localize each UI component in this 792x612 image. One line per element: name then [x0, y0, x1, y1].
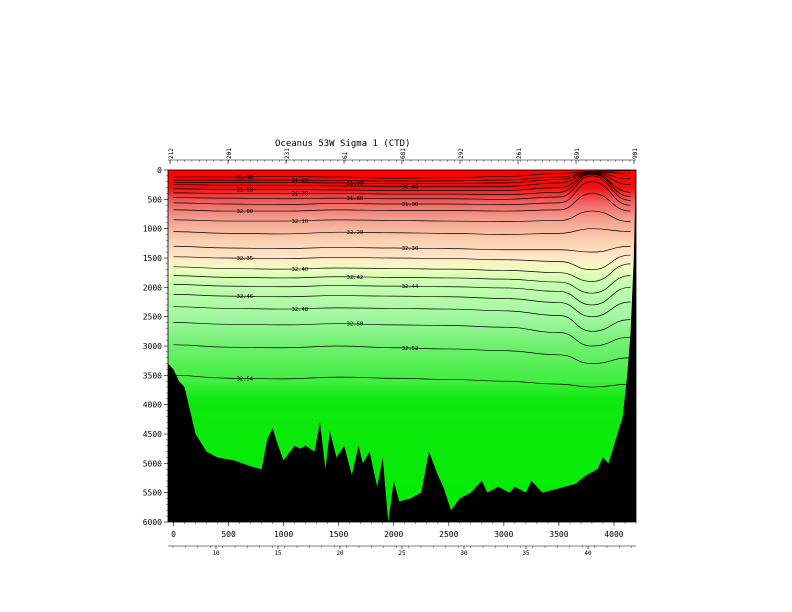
- x-tick-label: 3000: [494, 530, 513, 539]
- top-tick-label: 212: [168, 148, 175, 159]
- contour-line: [173, 210, 631, 222]
- y-tick-label: 4000: [143, 401, 162, 410]
- x-tick-label: 500: [221, 530, 236, 539]
- contour-lines: 31.10 31.20 31.30 31.40 31.60 31.70 31.80 31.90…: [168, 170, 636, 522]
- y-tick-label: 6000: [143, 518, 162, 527]
- x-tick-label: 2500: [439, 530, 458, 539]
- y-tick-label: 2000: [143, 283, 162, 292]
- contour-label: 32.44: [402, 284, 419, 290]
- top-tick-label: 691: [574, 148, 581, 159]
- contour-label: 32.48: [292, 307, 309, 313]
- x-tick-label: 1000: [274, 530, 293, 539]
- y-tick-label: 500: [148, 195, 163, 204]
- contour-label: 32.50: [347, 322, 364, 328]
- y-tick-label: 5000: [143, 459, 162, 468]
- contour-line: [173, 170, 631, 179]
- top-tick-label: 61: [342, 151, 349, 159]
- contour-label: 32.46: [237, 294, 254, 300]
- station-tick-label: 10: [212, 550, 220, 557]
- contour-label: 32.00: [237, 209, 254, 215]
- contour-label: 31.60: [237, 187, 254, 193]
- contour-label: 31.70: [292, 191, 309, 197]
- y-tick-label: 3500: [143, 371, 162, 380]
- contour-line: [173, 294, 631, 318]
- contour-label: 31.40: [402, 184, 419, 190]
- contour-label: 32.35: [237, 256, 254, 262]
- station-tick-label: 25: [398, 550, 406, 557]
- contour-line: [173, 306, 631, 332]
- contour-label: 32.42: [347, 275, 364, 281]
- y-tick-label: 3000: [143, 342, 162, 351]
- contour-line: [173, 275, 631, 294]
- top-tick-label: 231: [284, 148, 291, 159]
- y-tick-label: 1500: [143, 254, 162, 263]
- y-tick-label: 5500: [143, 489, 162, 498]
- contour-line: [173, 171, 631, 185]
- station-tick-label: 20: [336, 550, 344, 557]
- top-tick-label: 261: [516, 148, 523, 159]
- contour-line: [173, 263, 631, 282]
- contour-label: 31.10: [237, 175, 254, 181]
- contour-label: 32.20: [347, 230, 364, 236]
- station-tick-label: 30: [460, 550, 468, 557]
- x-tick-label: 0: [171, 530, 176, 539]
- top-tick-label: 292: [458, 148, 465, 159]
- bathymetry: [168, 170, 636, 522]
- y-tick-label: 4500: [143, 430, 162, 439]
- top-tick-label: 901: [632, 148, 639, 159]
- contour-line: [173, 173, 631, 193]
- x-tick-label: 1500: [329, 530, 348, 539]
- contour-line: [173, 254, 631, 271]
- contour-label: 32.10: [292, 219, 309, 225]
- y-tick-label: 1000: [143, 225, 162, 234]
- contour-line: [173, 173, 631, 197]
- contour-line: [173, 193, 631, 212]
- contour-label: 32.54: [237, 376, 254, 382]
- contour-line: [173, 175, 631, 201]
- station-tick-label: 15: [274, 550, 282, 557]
- contour-line: [173, 374, 631, 388]
- contour-label: 31.30: [347, 181, 364, 187]
- color-field: [168, 170, 636, 522]
- station-tick-label: 35: [522, 550, 530, 557]
- contour-label: 32.52: [402, 346, 419, 352]
- x-tick-label: 4000: [604, 530, 623, 539]
- y-tick-label: 2500: [143, 313, 162, 322]
- contour-line: [173, 322, 631, 347]
- top-tick-label: 681: [400, 148, 407, 159]
- x-tick-label: 3500: [549, 530, 568, 539]
- contour-label: 31.90: [402, 202, 419, 208]
- top-tick-label: 201: [226, 148, 233, 159]
- x-tick-label: 2000: [384, 530, 403, 539]
- station-tick-label: 40: [584, 550, 592, 557]
- contour-line: [173, 228, 631, 235]
- contour-label: 32.30: [402, 246, 419, 252]
- contour-line: [173, 172, 631, 187]
- contour-line: [173, 344, 631, 364]
- y-tick-label: 0: [157, 166, 162, 175]
- contour-label: 31.80: [347, 196, 364, 202]
- contour-line: [173, 245, 631, 253]
- plot-area: 31.10 31.20 31.30 31.40 31.60 31.70 31.80 31.90…: [143, 148, 639, 557]
- contour-line: [173, 171, 631, 182]
- contour-label: 31.20: [292, 178, 309, 184]
- contour-label: 32.40: [292, 267, 309, 273]
- contour-line: [173, 181, 631, 206]
- chart-title: Oceanus 53W Sigma 1 (CTD): [275, 139, 410, 149]
- contour-line: [173, 284, 631, 306]
